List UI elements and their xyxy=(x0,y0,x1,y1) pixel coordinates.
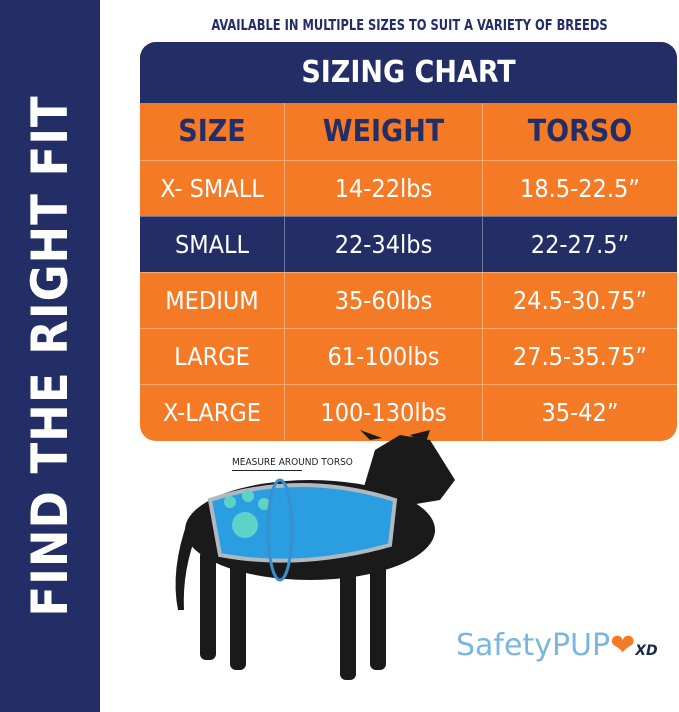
paw-heart-icon: ❤ xyxy=(610,628,636,663)
measure-label: MEASURE AROUND TORSO xyxy=(232,457,353,468)
dog-in-vest-image xyxy=(175,430,455,680)
brand-logo: SafetyPUP❤XD xyxy=(456,628,658,663)
weight-cell: 61-100lbs xyxy=(285,329,483,384)
measure-pointer-line xyxy=(232,470,302,471)
table-row: LARGE 61-100lbs 27.5-35.75” xyxy=(140,328,677,384)
torso-measure-loop xyxy=(266,478,294,582)
table-row: X-LARGE 100-130lbs 35-42” xyxy=(140,384,677,440)
sizing-chart-table: SIZING CHART SIZE WEIGHT TORSO X- SMALL … xyxy=(140,42,677,441)
weight-cell: 22-34lbs xyxy=(285,217,483,272)
sidebar-banner: FIND THE RIGHT FIT xyxy=(0,0,100,712)
size-cell: MEDIUM xyxy=(140,273,285,328)
logo-suffix: XD xyxy=(635,643,658,659)
size-cell: X- SMALL xyxy=(140,161,285,216)
torso-cell: 22-27.5” xyxy=(530,230,630,259)
column-header: WEIGHT xyxy=(285,103,483,160)
header-row: SIZE WEIGHT TORSO xyxy=(140,103,677,160)
torso-cell: 27.5-35.75” xyxy=(512,342,648,371)
torso-cell: 24.5-30.75” xyxy=(512,286,648,315)
vest-shape xyxy=(207,483,398,563)
weight-cell: 100-130lbs xyxy=(285,385,483,440)
torso-cell: 35-42” xyxy=(541,398,619,427)
table-row: MEDIUM 35-60lbs 24.5-30.75” xyxy=(140,272,677,328)
size-cell: X-LARGE xyxy=(140,385,285,440)
weight-cell: 35-60lbs xyxy=(285,273,483,328)
subtitle: AVAILABLE IN MULTIPLE SIZES TO SUIT A VA… xyxy=(211,16,608,34)
table-title: SIZING CHART xyxy=(140,42,677,103)
table-row: X- SMALL 14-22lbs 18.5-22.5” xyxy=(140,160,677,216)
torso-cell: 18.5-22.5” xyxy=(520,174,640,203)
column-header: SIZE xyxy=(140,103,285,160)
weight-cell: 14-22lbs xyxy=(285,161,483,216)
table-row: SMALL 22-34lbs 22-27.5” xyxy=(140,216,677,272)
logo-text: SafetyPUP xyxy=(456,628,611,663)
size-cell: SMALL xyxy=(140,217,285,272)
column-header: TORSO xyxy=(527,114,633,149)
sidebar-title: FIND THE RIGHT FIT xyxy=(21,95,79,617)
size-cell: LARGE xyxy=(140,329,285,384)
